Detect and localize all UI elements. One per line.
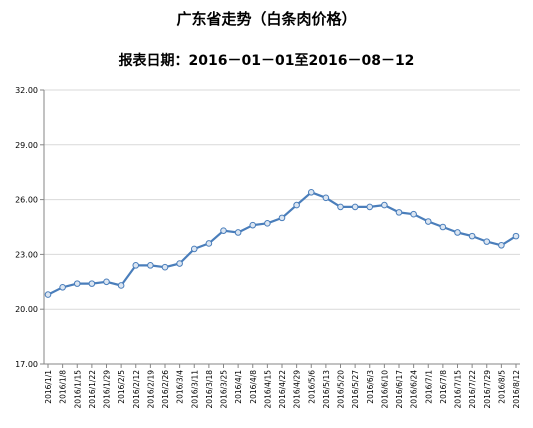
x-tick-label: 2016/3/4 [176, 370, 185, 404]
x-tick-label: 2016/7/29 [483, 370, 492, 409]
x-tick-label: 2016/6/24 [410, 370, 419, 409]
data-point [381, 201, 388, 209]
data-point [59, 283, 66, 291]
x-tick-label: 2016/7/1 [424, 370, 433, 404]
data-point [395, 209, 403, 216]
x-tick-label: 2016/8/5 [497, 370, 506, 404]
data-point [264, 220, 271, 227]
data-point [454, 229, 461, 236]
data-point [249, 221, 257, 229]
data-point [117, 282, 125, 289]
y-tick-label: 26.00 [15, 196, 38, 205]
x-tick-label: 2016/5/13 [322, 370, 331, 409]
x-tick-label: 2016/5/20 [337, 370, 346, 409]
y-tick-label: 23.00 [15, 250, 38, 259]
y-tick-label: 20.00 [15, 305, 38, 314]
data-point [234, 229, 242, 236]
data-point [322, 194, 330, 202]
data-point [293, 201, 300, 209]
x-tick-label: 2016/1/1 [44, 370, 53, 404]
x-tick-label: 2016/7/15 [454, 370, 463, 409]
x-tick-label: 2016/4/8 [249, 370, 258, 404]
data-point [351, 203, 359, 211]
x-tick-label: 2016/4/15 [263, 370, 272, 409]
data-point [176, 260, 183, 267]
x-tick-label: 2016/3/11 [190, 370, 199, 409]
x-tick-label: 2016/4/22 [278, 370, 287, 409]
data-point [190, 245, 198, 253]
data-point [132, 262, 140, 269]
data-point [278, 214, 286, 222]
data-point [483, 238, 491, 245]
data-point [424, 218, 432, 225]
x-tick-label: 2016/2/5 [117, 370, 126, 404]
series-line [47, 191, 517, 296]
x-tick-label: 2016/2/12 [132, 370, 141, 409]
x-tick-label: 2016/6/10 [380, 370, 389, 409]
data-point [220, 227, 227, 234]
data-point [410, 210, 417, 218]
data-point [73, 280, 81, 287]
x-tick-label: 2016/6/17 [395, 370, 404, 409]
data-point [161, 263, 169, 271]
x-tick-label: 2016/3/18 [205, 370, 214, 409]
x-tick-label: 2016/1/22 [88, 370, 97, 409]
x-tick-label: 2016/5/27 [351, 370, 360, 409]
data-point [366, 203, 374, 211]
data-point [147, 262, 154, 269]
y-tick-label: 32.00 [15, 86, 38, 95]
x-tick-label: 2016/4/29 [293, 370, 302, 409]
x-tick-label: 2016/7/22 [468, 370, 477, 409]
data-point [439, 223, 447, 231]
x-tick-label: 2016/2/19 [146, 370, 155, 409]
data-point [307, 188, 315, 196]
data-point [468, 232, 476, 240]
data-point [205, 240, 213, 247]
data-point [337, 203, 344, 211]
data-point [512, 232, 520, 240]
chart-subtitle: 报表日期：2016－01－01至2016－08－12 [118, 53, 415, 69]
data-point [44, 291, 52, 298]
x-tick-label: 2016/3/25 [220, 370, 229, 409]
data-point [103, 278, 110, 286]
x-tick-label: 2016/1/8 [59, 370, 68, 404]
x-tick-label: 2016/5/6 [307, 370, 316, 404]
x-tick-label: 2016/1/15 [73, 370, 82, 409]
chart-title: 广东省走势（白条肉价格） [176, 10, 357, 28]
x-tick-label: 2016/6/3 [366, 370, 375, 404]
x-tick-label: 2016/8/12 [512, 370, 521, 409]
data-point [498, 241, 505, 249]
data-point [88, 280, 96, 287]
x-tick-label: 2016/2/26 [161, 370, 170, 409]
x-tick-label: 2016/7/8 [439, 370, 448, 404]
y-tick-label: 17.00 [15, 360, 38, 369]
y-tick-label: 29.00 [15, 141, 38, 150]
x-tick-label: 2016/1/29 [103, 370, 112, 409]
x-tick-label: 2016/4/1 [234, 370, 243, 404]
